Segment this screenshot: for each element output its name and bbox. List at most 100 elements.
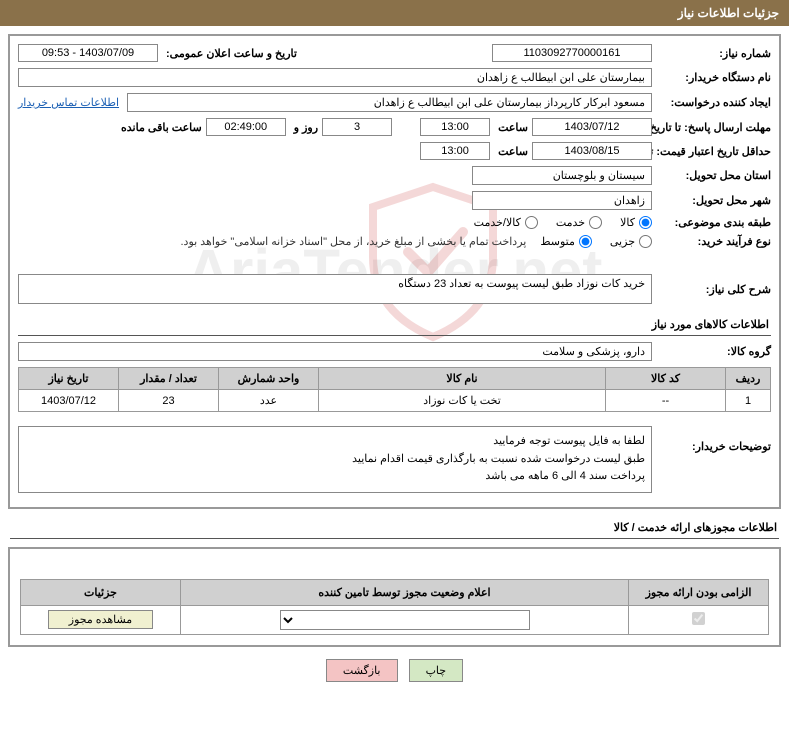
th-mandatory: الزامی بودن ارائه مجوز: [629, 579, 769, 605]
mandatory-checkbox: [692, 612, 705, 625]
desc-line-2: طبق لیست درخواست شده نسبت به بارگذاری قی…: [25, 451, 645, 469]
cell-date: 1403/07/12: [19, 390, 119, 412]
row-group: گروه کالا: دارو، پزشکی و سلامت: [18, 342, 771, 361]
radio-medium-input[interactable]: [579, 235, 592, 248]
radio-service-input[interactable]: [589, 216, 602, 229]
buyer-value: بیمارستان علی ابن ابیطالب ع زاهدان: [18, 68, 652, 87]
goods-table: ردیف کد کالا نام کالا واحد شمارش تعداد /…: [18, 367, 771, 412]
time-label-1: ساعت: [494, 121, 528, 134]
row-buyer-desc: توضیحات خریدار: لطفا به فایل پیوست توجه …: [18, 420, 771, 493]
table-row: 1--تخت یا کات نوزادعدد231403/07/12: [19, 390, 771, 412]
validity-date: 1403/08/15: [532, 142, 652, 160]
announce-label: تاریخ و ساعت اعلان عمومی:: [162, 47, 297, 60]
announce-value: 1403/07/09 - 09:53: [18, 44, 158, 62]
license-row: مشاهده مجوز: [21, 605, 769, 634]
cell-qty: 23: [119, 390, 219, 412]
need-number-label: شماره نیاز:: [656, 47, 771, 60]
radio-medium-label: متوسط: [540, 235, 575, 248]
radio-service-label: خدمت: [556, 216, 585, 229]
radio-goods-input[interactable]: [639, 216, 652, 229]
category-radio-group: کالا خدمت کالا/خدمت: [474, 216, 652, 229]
buyer-desc-box: لطفا به فایل پیوست توجه فرمایید طبق لیست…: [18, 426, 652, 493]
deadline-label: مهلت ارسال پاسخ: تا تاریخ:: [656, 121, 771, 134]
countdown-value: 02:49:00: [206, 118, 286, 136]
remaining-label: ساعت باقی مانده: [117, 121, 202, 134]
row-need-number: شماره نیاز: 1103092770000161 تاریخ و ساع…: [18, 44, 771, 62]
row-summary: شرح کلی نیاز: خرید کات نوزاد طبق لیست پی…: [18, 274, 771, 304]
th-row: ردیف: [726, 368, 771, 390]
row-requester: ایجاد کننده درخواست: مسعود ابرکار کارپرد…: [18, 93, 771, 112]
back-button[interactable]: بازگشت: [326, 659, 398, 682]
th-qty: تعداد / مقدار: [119, 368, 219, 390]
main-panel: AriaTender.net شماره نیاز: 1103092770000…: [8, 34, 781, 509]
radio-both-input[interactable]: [525, 216, 538, 229]
th-code: کد کالا: [606, 368, 726, 390]
row-deadline: مهلت ارسال پاسخ: تا تاریخ: 1403/07/12 سا…: [18, 118, 771, 136]
view-license-button[interactable]: مشاهده مجوز: [48, 610, 153, 629]
row-province: استان محل تحویل: سیستان و بلوچستان: [18, 166, 771, 185]
radio-goods-label: کالا: [620, 216, 635, 229]
radio-both-label: کالا/خدمت: [474, 216, 521, 229]
cell-name: تخت یا کات نوزاد: [319, 390, 606, 412]
category-label: طبقه بندی موضوعی:: [656, 216, 771, 229]
th-name: نام کالا: [319, 368, 606, 390]
validity-label: حداقل تاریخ اعتبار قیمت: تا تاریخ:: [656, 145, 771, 158]
requester-value: مسعود ابرکار کارپرداز بیمارستان علی ابن …: [127, 93, 652, 112]
radio-medium[interactable]: متوسط: [540, 235, 592, 248]
row-process: نوع فرآیند خرید: جزیی متوسط پرداخت تمام …: [18, 235, 771, 248]
requester-label: ایجاد کننده درخواست:: [656, 96, 771, 109]
cell-row: 1: [726, 390, 771, 412]
goods-section-title: اطلاعات کالاهای مورد نیاز: [18, 314, 771, 336]
days-value: 3: [322, 118, 392, 136]
summary-label: شرح کلی نیاز:: [656, 283, 771, 296]
validity-time: 13:00: [420, 142, 490, 160]
details-cell: مشاهده مجوز: [21, 605, 181, 634]
radio-partial-label: جزیی: [610, 235, 635, 248]
radio-both[interactable]: کالا/خدمت: [474, 216, 538, 229]
group-label: گروه کالا:: [656, 345, 771, 358]
radio-partial-input[interactable]: [639, 235, 652, 248]
group-value: دارو، پزشکی و سلامت: [18, 342, 652, 361]
summary-value: خرید کات نوزاد طبق لیست پیوست به تعداد 2…: [18, 274, 652, 304]
cell-unit: عدد: [219, 390, 319, 412]
status-cell: [181, 605, 629, 634]
province-label: استان محل تحویل:: [656, 169, 771, 182]
deadline-date: 1403/07/12: [532, 118, 652, 136]
radio-service[interactable]: خدمت: [556, 216, 602, 229]
time-label-2: ساعت: [494, 145, 528, 158]
status-select[interactable]: [280, 610, 530, 630]
process-label: نوع فرآیند خرید:: [656, 235, 771, 248]
city-label: شهر محل تحویل:: [656, 194, 771, 207]
row-category: طبقه بندی موضوعی: کالا خدمت کالا/خدمت: [18, 216, 771, 229]
buyer-label: نام دستگاه خریدار:: [656, 71, 771, 84]
row-buyer: نام دستگاه خریدار: بیمارستان علی ابن ابی…: [18, 68, 771, 87]
buyer-desc-label: توضیحات خریدار:: [656, 420, 771, 453]
process-radio-group: جزیی متوسط: [540, 235, 652, 248]
th-unit: واحد شمارش: [219, 368, 319, 390]
row-city: شهر محل تحویل: زاهدان: [18, 191, 771, 210]
payment-note: پرداخت تمام یا بخشی از مبلغ خرید، از محل…: [181, 235, 527, 248]
cell-code: --: [606, 390, 726, 412]
th-details: جزئیات: [21, 579, 181, 605]
province-value: سیستان و بلوچستان: [472, 166, 652, 185]
th-date: تاریخ نیاز: [19, 368, 119, 390]
desc-line-1: لطفا به فایل پیوست توجه فرمایید: [25, 433, 645, 451]
radio-goods[interactable]: کالا: [620, 216, 652, 229]
buyer-contact-link[interactable]: اطلاعات تماس خریدار: [18, 96, 119, 109]
th-status: اعلام وضعیت مجوز توسط تامین کننده: [181, 579, 629, 605]
deadline-time: 13:00: [420, 118, 490, 136]
license-section-title: اطلاعات مجوزهای ارائه خدمت / کالا: [10, 517, 779, 539]
print-button[interactable]: چاپ: [409, 659, 464, 682]
radio-partial[interactable]: جزیی: [610, 235, 652, 248]
need-number-value: 1103092770000161: [492, 44, 652, 62]
action-buttons: چاپ بازگشت: [0, 659, 789, 682]
city-value: زاهدان: [472, 191, 652, 210]
page-header: جزئیات اطلاعات نیاز: [0, 0, 789, 26]
license-header-row: الزامی بودن ارائه مجوز اعلام وضعیت مجوز …: [21, 579, 769, 605]
row-validity: حداقل تاریخ اعتبار قیمت: تا تاریخ: 1403/…: [18, 142, 771, 160]
days-and-label: روز و: [290, 121, 318, 134]
page-title: جزئیات اطلاعات نیاز: [678, 6, 779, 20]
mandatory-cell: [629, 605, 769, 634]
license-table: الزامی بودن ارائه مجوز اعلام وضعیت مجوز …: [20, 579, 769, 635]
license-panel: الزامی بودن ارائه مجوز اعلام وضعیت مجوز …: [8, 547, 781, 647]
